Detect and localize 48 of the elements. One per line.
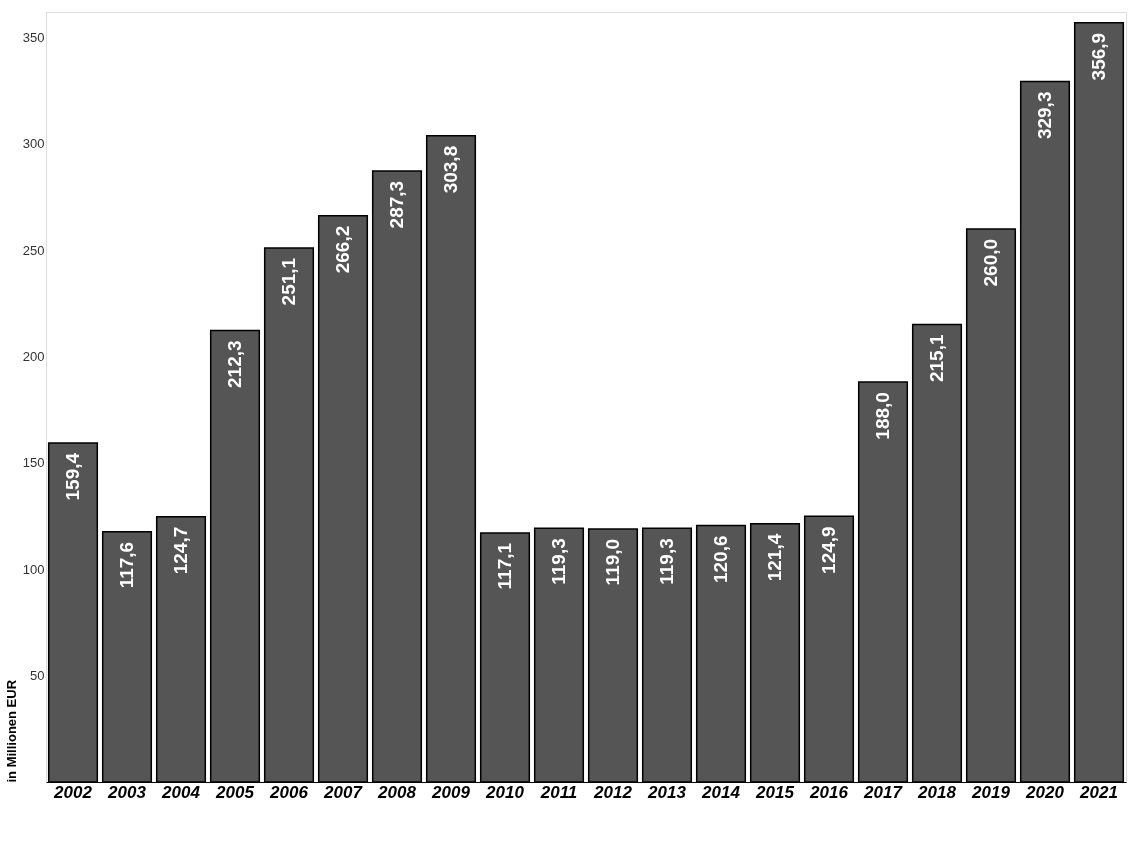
x-tick-label: 2015 — [755, 782, 795, 802]
data-label: 251,1 — [278, 257, 299, 306]
y-tick-label: 250 — [22, 242, 45, 258]
x-tick-label: 2013 — [647, 782, 687, 802]
y-tick-label: 50 — [30, 668, 45, 684]
y-tick-label: 350 — [22, 30, 45, 46]
x-tick-label: 2002 — [53, 782, 93, 802]
x-tick-label: 2008 — [377, 782, 417, 802]
x-tick-label: 2018 — [917, 782, 957, 802]
data-label: 121,4 — [764, 533, 785, 582]
data-label: 287,3 — [386, 180, 407, 229]
x-tick-label: 2016 — [809, 782, 849, 802]
data-label: 260,0 — [980, 238, 1001, 287]
x-tick-label: 2006 — [269, 782, 309, 802]
data-label: 119,3 — [548, 538, 569, 585]
x-tick-label: 2009 — [431, 782, 471, 802]
data-label: 215,1 — [926, 334, 947, 383]
x-tick-label: 2005 — [215, 782, 255, 802]
data-label: 303,8 — [440, 145, 461, 194]
y-tick-label: 150 — [22, 455, 45, 471]
data-label: 119,3 — [656, 538, 677, 585]
data-label: 124,9 — [818, 526, 839, 574]
x-tick-label: 2011 — [539, 782, 578, 802]
x-tick-label: 2003 — [107, 782, 147, 802]
data-label: 266,2 — [332, 225, 353, 274]
x-tick-label: 2021 — [1079, 782, 1118, 802]
data-label: 212,3 — [224, 340, 245, 388]
data-label: 356,9 — [1088, 32, 1109, 81]
data-label: 120,6 — [710, 535, 731, 584]
x-tick-label: 2012 — [593, 782, 633, 802]
x-tick-label: 2014 — [701, 782, 741, 802]
data-label: 329,3 — [1034, 91, 1055, 140]
x-tick-label: 2004 — [161, 782, 201, 802]
x-tick-label: 2017 — [863, 782, 904, 802]
data-label: 159,4 — [62, 452, 83, 501]
data-label: 124,7 — [170, 526, 191, 575]
x-tick-label: 2007 — [323, 782, 364, 802]
data-label: 188,0 — [872, 392, 893, 440]
y-tick-label: 300 — [22, 136, 45, 152]
y-tick-label: 100 — [22, 561, 45, 577]
y-axis-title: in Millionen EUR — [3, 679, 19, 783]
x-tick-label: 2019 — [971, 782, 1011, 802]
x-tick-label: 2020 — [1025, 782, 1065, 802]
x-tick-label: 2010 — [485, 782, 525, 802]
y-tick-label: 200 — [22, 349, 45, 365]
data-label: 119,0 — [602, 538, 623, 586]
data-label: 117,1 — [494, 542, 515, 590]
data-label: 117,6 — [116, 541, 137, 589]
